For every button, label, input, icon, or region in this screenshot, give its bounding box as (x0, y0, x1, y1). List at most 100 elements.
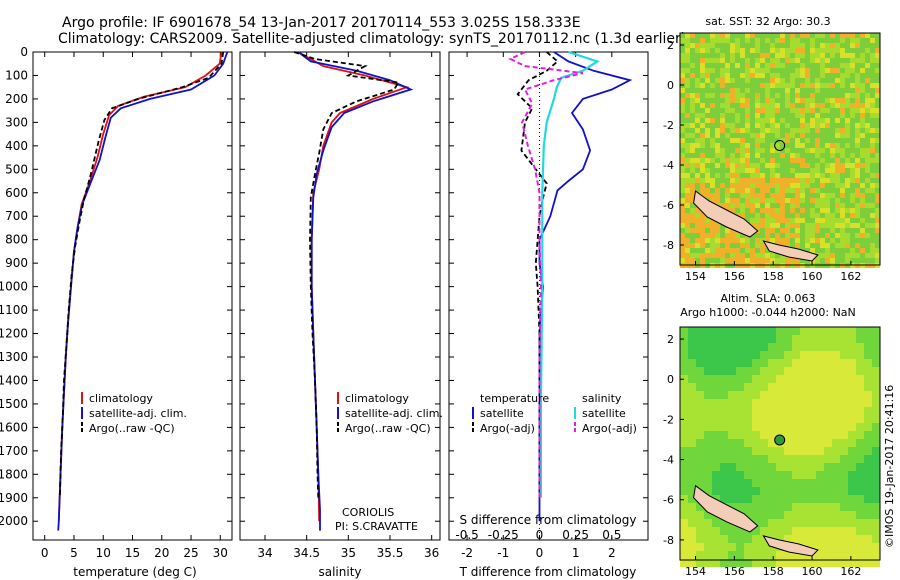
map-cell (704, 431, 712, 439)
map-cell (680, 248, 685, 253)
map-cell (785, 218, 790, 223)
map-cell (680, 391, 688, 399)
map-cell (720, 471, 728, 479)
map-cell (800, 193, 805, 198)
map-cell (720, 193, 725, 198)
map-cell (710, 223, 715, 228)
map-cell (800, 48, 805, 53)
map-cell (755, 138, 760, 143)
map-cell (740, 108, 745, 113)
map-cell (768, 495, 776, 503)
map-cell (745, 218, 750, 223)
map-cell (795, 88, 800, 93)
map-cell (820, 58, 825, 63)
map-cell (830, 113, 835, 118)
map-cell (848, 351, 856, 359)
map-cell (808, 495, 816, 503)
map-cell (855, 178, 860, 183)
map-cell (815, 43, 820, 48)
map-cell (856, 463, 864, 471)
map-cell (720, 543, 728, 551)
map-cell (780, 73, 785, 78)
map-cell (805, 213, 810, 218)
map-cell (820, 168, 825, 173)
x-tick-label: 36 (424, 546, 439, 560)
map-cell (785, 43, 790, 48)
map-cell (712, 447, 720, 455)
map-cell (712, 527, 720, 535)
map-cell (864, 559, 872, 567)
x-tick-label: 154 (685, 270, 706, 283)
map-cell (752, 375, 760, 383)
map-cell (730, 63, 735, 68)
map-cell (720, 415, 728, 423)
map-cell (740, 98, 745, 103)
map-cell (848, 367, 856, 375)
map-cell (760, 519, 768, 527)
map-cell (680, 559, 688, 567)
map-cell (800, 383, 808, 391)
map-cell (735, 158, 740, 163)
map-cell (685, 223, 690, 228)
map-cell (850, 83, 855, 88)
map-cell (695, 168, 700, 173)
map-cell (768, 359, 776, 367)
map-cell (855, 168, 860, 173)
map-cell (815, 58, 820, 63)
map-cell (845, 113, 850, 118)
map-cell (775, 118, 780, 123)
map-cell (816, 383, 824, 391)
map-cell (795, 233, 800, 238)
map-cell (780, 153, 785, 158)
map-cell (760, 383, 768, 391)
map-cell (850, 168, 855, 173)
map-cell (735, 128, 740, 133)
map-cell (792, 479, 800, 487)
map-cell (840, 503, 848, 511)
map-cell (730, 93, 735, 98)
map-cell (850, 43, 855, 48)
map-cell (768, 487, 776, 495)
map-cell (790, 103, 795, 108)
map-cell (792, 415, 800, 423)
map-cell (720, 198, 725, 203)
map-cell (816, 535, 824, 543)
map-cell (865, 178, 870, 183)
map-cell (695, 108, 700, 113)
map-cell (800, 471, 808, 479)
map-cell (755, 88, 760, 93)
map-cell (740, 143, 745, 148)
map-cell (752, 495, 760, 503)
map-cell (745, 213, 750, 218)
map-cell (715, 93, 720, 98)
map-cell (840, 238, 845, 243)
map-cell (680, 535, 688, 543)
map-cell (685, 108, 690, 113)
map-cell (725, 143, 730, 148)
y-tick-label: 0 (667, 79, 674, 92)
map-cell (710, 198, 715, 203)
map-cell (720, 63, 725, 68)
map-cell (785, 128, 790, 133)
map-cell (730, 53, 735, 58)
map-cell (704, 439, 712, 447)
map-cell (865, 108, 870, 113)
map-cell (864, 511, 872, 519)
map-cell (744, 447, 752, 455)
map-cell (860, 123, 865, 128)
map-cell (810, 128, 815, 133)
diff-xlabel-bottom: T difference from climatology (459, 565, 637, 579)
map-cell (784, 479, 792, 487)
map-cell (685, 238, 690, 243)
map-cell (825, 183, 830, 188)
map-cell (710, 193, 715, 198)
map-cell (680, 253, 685, 258)
map-cell (696, 471, 704, 479)
map-cell (780, 163, 785, 168)
map-cell (780, 143, 785, 148)
map-cell (815, 198, 820, 203)
map-cell (752, 463, 760, 471)
map-cell (705, 78, 710, 83)
map-cell (736, 375, 744, 383)
map-cell (745, 163, 750, 168)
